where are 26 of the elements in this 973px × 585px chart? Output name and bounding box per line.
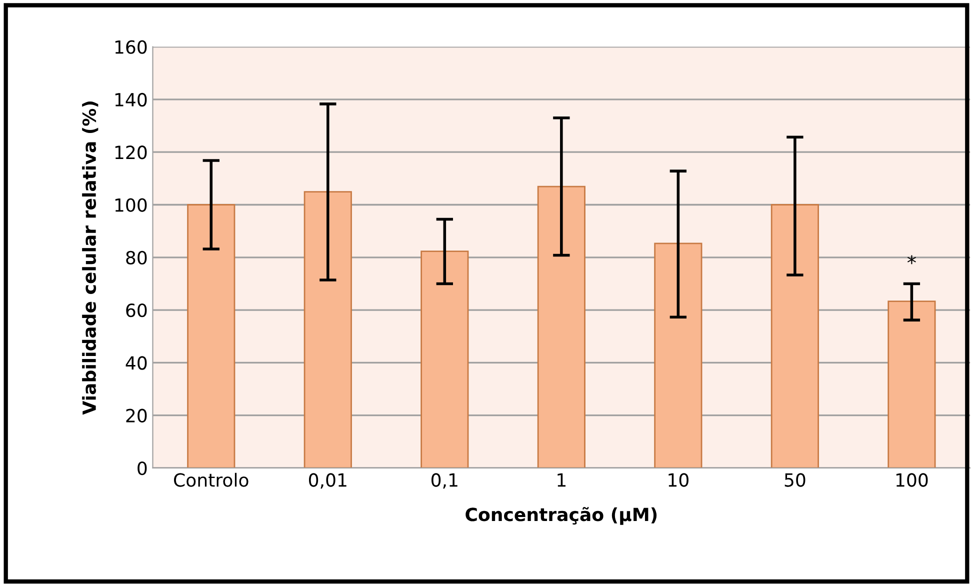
bar [888, 300, 936, 468]
bar [187, 204, 236, 468]
x-tick-label: Controlo [174, 472, 248, 487]
x-tick-label: 10 [668, 473, 688, 487]
y-tick-label: 80 [126, 250, 147, 265]
bar [654, 242, 702, 468]
x-tick-label: 100 [896, 473, 928, 487]
y-tick-label: 0 [138, 461, 147, 476]
bar [420, 250, 469, 468]
bar [537, 186, 586, 468]
x-tick-label: 50 [784, 473, 806, 487]
y-tick-label: 60 [126, 304, 147, 318]
bar [304, 191, 352, 468]
x-axis-title: Concentração (µM) [466, 507, 657, 525]
y-tick-label: 140 [115, 92, 147, 107]
annotation: * [907, 255, 916, 264]
x-tick-label: 0,01 [308, 473, 346, 489]
x-tick-label: 0,1 [431, 473, 458, 489]
bar [770, 204, 819, 468]
y-tick-label: 40 [126, 356, 147, 370]
x-tick-label: 1 [558, 473, 566, 487]
y-axis-title: Viabilidade celular relativa (%) [82, 102, 98, 415]
y-tick-label: 20 [126, 408, 147, 422]
y-tick-label: 160 [115, 40, 147, 54]
y-tick-label: 100 [115, 198, 147, 212]
y-tick-label: 120 [115, 146, 147, 160]
